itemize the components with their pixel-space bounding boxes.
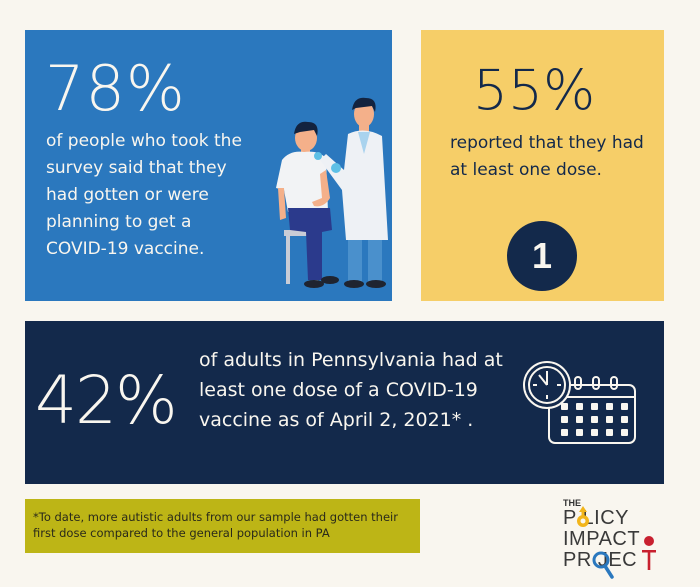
- person-t-icon: [642, 536, 656, 570]
- stat-value-55: 55%: [473, 58, 596, 122]
- stat-description-55: reported that they had at least one dose…: [450, 133, 644, 180]
- stat-description-78: of people who took the survey said that …: [46, 131, 242, 259]
- stat-description-42: of adults in Pennsylvania had at least o…: [199, 349, 503, 431]
- footnote-panel: *To date, more autistic adults from our …: [25, 499, 420, 553]
- clock-calendar-icon: [523, 361, 636, 444]
- stat-value-78: 78%: [45, 52, 186, 125]
- doctor-vaccinating-patient-illustration: [276, 97, 388, 288]
- dose-number-badge: 1: [507, 221, 577, 291]
- footnote-text: *To date, more autistic adults from our …: [33, 510, 398, 540]
- policy-impact-project-logo: THE P LICY IMPACT PR JEC: [555, 498, 665, 583]
- stat-panel-55: 55% reported that they had at least one …: [421, 30, 664, 301]
- logo-the: THE: [563, 498, 581, 508]
- logo-line-project: PR JEC: [563, 549, 638, 571]
- logo-line-policy: P LICY: [563, 507, 629, 529]
- stat-panel-78: 78% of people who took the survey said t…: [25, 30, 392, 301]
- stat-panel-42: 42% of adults in Pennsylvania had at lea…: [25, 321, 664, 484]
- gear-arrow-icon: [577, 506, 589, 527]
- stat-value-42: 42%: [35, 362, 178, 439]
- magnifier-icon: [592, 551, 614, 579]
- logo-line-impact: IMPACT: [563, 528, 641, 550]
